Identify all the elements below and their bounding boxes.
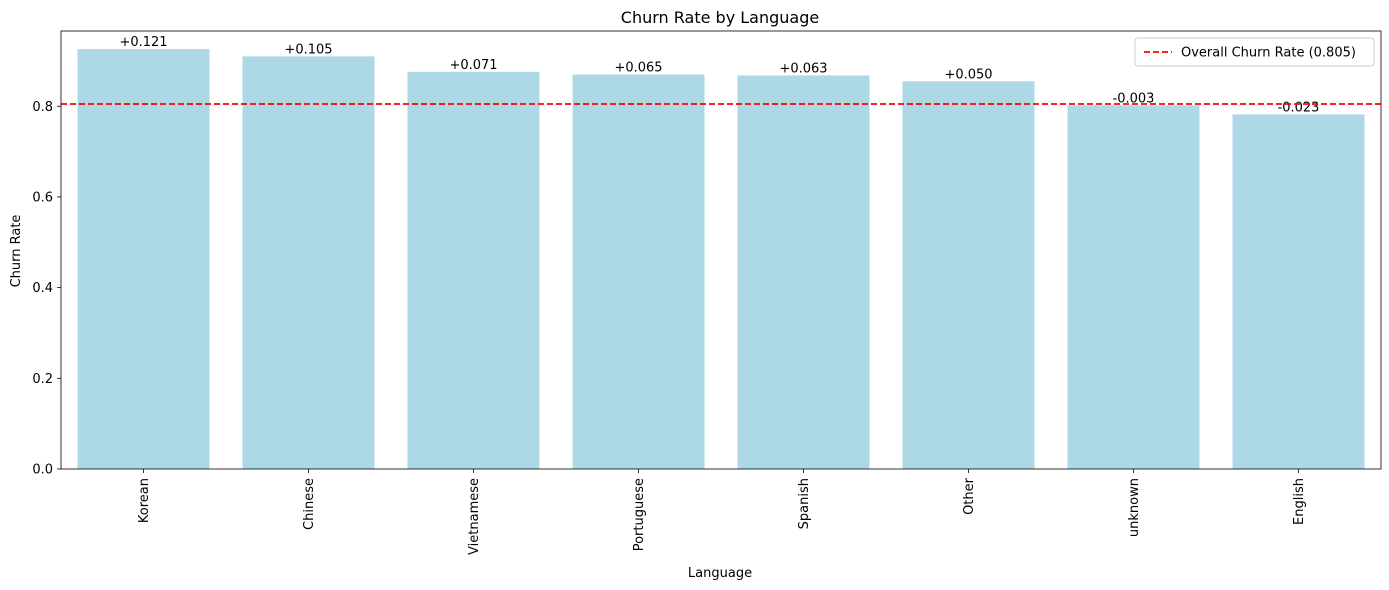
y-axis-label: Churn Rate <box>9 215 24 288</box>
x-tick-label-chinese: Chinese <box>302 478 317 530</box>
data-label-unknown: -0.003 <box>1113 91 1155 106</box>
y-tick-label: 0.6 <box>32 190 53 205</box>
bars-group <box>77 49 1365 470</box>
x-tick-label-english: English <box>1292 478 1307 525</box>
data-label-vietnamese: +0.071 <box>449 58 497 73</box>
data-label-chinese: +0.105 <box>284 42 332 57</box>
bar-vietnamese <box>407 71 540 469</box>
x-tick-label-other: Other <box>962 477 977 515</box>
bar-portuguese <box>572 74 705 469</box>
x-tick-label-portuguese: Portuguese <box>632 478 647 551</box>
y-tick-label: 0.2 <box>32 372 53 387</box>
x-tick-label-spanish: Spanish <box>797 478 812 529</box>
axes-group: Korean Chinese Vietnamese Portuguese Spanish… <box>32 30 1382 555</box>
bar-unknown <box>1067 105 1200 470</box>
bar-other <box>902 81 1035 469</box>
y-tick-label: 0.4 <box>32 281 53 296</box>
x-tick-label-korean: Korean <box>137 478 152 523</box>
x-axis-label: Language <box>688 566 752 581</box>
plot-frame <box>60 30 1382 470</box>
bar-english <box>1232 114 1365 469</box>
bar-chinese <box>242 56 375 470</box>
data-label-spanish: +0.063 <box>779 61 827 76</box>
bar-korean <box>77 49 210 469</box>
x-tick-label-vietnamese: Vietnamese <box>467 478 482 555</box>
data-label-korean: +0.121 <box>119 35 167 50</box>
y-tick-label: 0.8 <box>32 100 53 115</box>
data-label-english: -0.023 <box>1278 100 1320 115</box>
x-tick-label-unknown: unknown <box>1127 478 1142 537</box>
data-label-portuguese: +0.065 <box>614 61 662 76</box>
legend-box <box>1134 37 1375 67</box>
bar-spanish <box>737 75 870 469</box>
legend: Overall Churn Rate (0.805) <box>1134 37 1375 67</box>
chart-title: Churn Rate by Language <box>621 8 819 27</box>
legend-label-reference-line: Overall Churn Rate (0.805) <box>1181 46 1356 61</box>
y-tick-label: 0.0 <box>32 463 53 478</box>
data-label-other: +0.050 <box>944 67 992 82</box>
